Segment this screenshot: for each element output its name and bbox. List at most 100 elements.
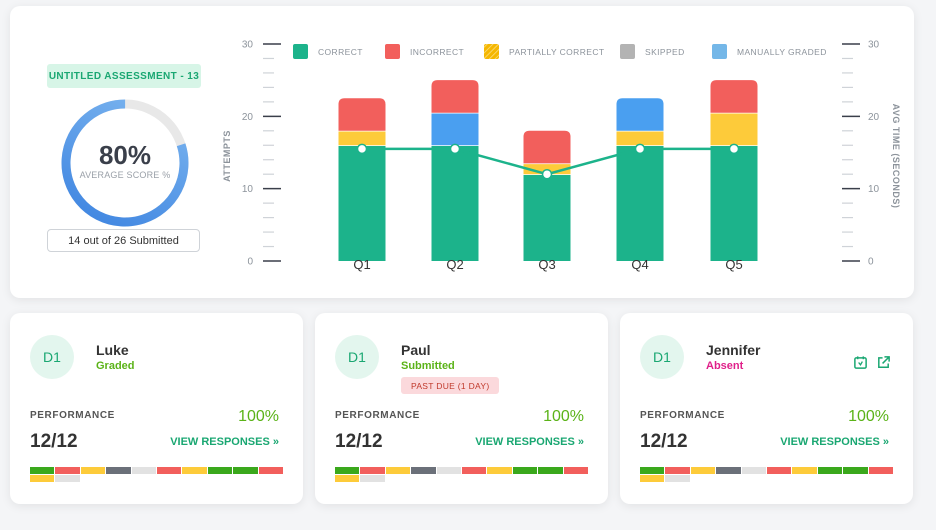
calendar-icon[interactable] (853, 355, 868, 374)
strip-cell (817, 467, 844, 475)
average-score-donut (61, 99, 189, 227)
avatar: D1 (30, 335, 74, 379)
strip-cell (461, 467, 488, 475)
strip-cell (436, 467, 462, 475)
bar-segment (338, 145, 386, 261)
strip-cell (690, 467, 717, 475)
strip-cell (182, 467, 208, 475)
legend-label: MANUALLY GRADED (737, 47, 827, 57)
strip-cell (843, 467, 869, 475)
student-name: Jennifer (706, 342, 761, 358)
x-tick-label: Q3 (538, 257, 555, 272)
performance-label: PERFORMANCE (640, 410, 725, 421)
legend-swatch (293, 44, 308, 59)
bar-segment (710, 80, 758, 113)
strip-cell (487, 467, 513, 475)
avg-time-point (634, 143, 646, 155)
strip-cell (55, 467, 81, 475)
average-score-value: 80% (98, 140, 152, 170)
student-card-luke[interactable]: D1 Luke Graded PERFORMANCE 100% 12/12 VI… (10, 313, 303, 504)
strip-cell (80, 467, 107, 475)
past-due-badge: PAST DUE (1 DAY) (401, 377, 500, 394)
response-strip (640, 467, 894, 483)
performance-score: 12/12 (640, 431, 688, 452)
strip-cell (233, 467, 259, 475)
student-card-jennifer[interactable]: D1 Jennifer Absent PERFORMANCE 100% 12/1… (620, 313, 913, 504)
response-strip (30, 467, 284, 483)
x-tick-label: Q2 (446, 257, 463, 272)
avg-time-point (728, 143, 740, 155)
x-tick-label: Q1 (353, 257, 370, 272)
strip-cell (792, 467, 818, 475)
bar-segment (710, 145, 758, 261)
performance-label: PERFORMANCE (335, 410, 420, 421)
strip-cell (335, 467, 361, 475)
bar-segment (338, 98, 386, 131)
bar-segment (616, 145, 664, 261)
x-tick-label: Q5 (725, 257, 742, 272)
legend-label: INCORRECT (410, 47, 464, 57)
avg-time-point (541, 168, 553, 180)
strip-cell (156, 467, 183, 475)
strip-cell (741, 467, 767, 475)
y-axis-label: ATTEMPTS (222, 130, 232, 182)
performance-percent: 100% (238, 408, 279, 425)
strip-cell (30, 467, 56, 475)
strip-cell (385, 467, 412, 475)
performance-percent: 100% (543, 408, 584, 425)
bar-segment (431, 80, 479, 113)
strip-cell (563, 467, 589, 475)
x-tick-label: Q4 (631, 257, 648, 272)
strip-cell (766, 467, 793, 475)
strip-cell (106, 467, 132, 475)
strip-cell (665, 467, 691, 475)
performance-score: 12/12 (30, 431, 78, 452)
strip-cell (360, 467, 386, 475)
legend-swatch (385, 44, 400, 59)
avg-time-point (449, 143, 461, 155)
bar-segment (710, 112, 758, 146)
strip-cell (640, 475, 666, 483)
legend-swatch (484, 44, 499, 59)
view-responses-link[interactable]: VIEW RESPONSES » (780, 436, 889, 448)
y2-tick-label: 0 (868, 257, 874, 268)
assessment-summary-card: UNTITLED ASSESSMENT - 13 80% AVERAGE SCO… (10, 6, 914, 298)
student-name: Paul (401, 342, 431, 358)
y2-tick-label: 30 (868, 40, 880, 51)
bar-segment (338, 130, 386, 146)
strip-cell (411, 467, 437, 475)
legend-label: PARTIALLY CORRECT (509, 47, 604, 57)
average-score-label: AVERAGE SCORE % (79, 170, 171, 180)
y-tick-label: 30 (242, 40, 254, 51)
card-actions (853, 355, 891, 374)
view-responses-link[interactable]: VIEW RESPONSES » (170, 436, 279, 448)
y2-tick-label: 10 (868, 184, 880, 195)
submitted-count[interactable]: 14 out of 26 Submitted (47, 229, 200, 252)
response-strip (335, 467, 589, 483)
strip-cell (360, 475, 386, 483)
strip-cell (512, 467, 539, 475)
strip-cell (335, 475, 361, 483)
avatar: D1 (640, 335, 684, 379)
y2-tick-label: 20 (868, 112, 880, 123)
performance-percent: 100% (848, 408, 889, 425)
y-tick-label: 20 (242, 112, 254, 123)
strip-cell (665, 475, 691, 483)
attempts-chart: 0 10 20 30 0 10 20 30 ATTEMPTS AVG TIME (SECONDS)… (222, 40, 901, 273)
bar-segment (616, 98, 664, 131)
strip-cell (538, 467, 564, 475)
student-status: Graded (96, 360, 135, 372)
legend-swatch (712, 44, 727, 59)
student-card-paul[interactable]: D1 Paul Submitted PAST DUE (1 DAY) PERFO… (315, 313, 608, 504)
legend-label: CORRECT (318, 47, 363, 57)
legend-label: SKIPPED (645, 47, 685, 57)
strip-cell (55, 475, 81, 483)
external-link-icon[interactable] (876, 355, 891, 374)
strip-cell (207, 467, 234, 475)
view-responses-link[interactable]: VIEW RESPONSES » (475, 436, 584, 448)
student-status: Absent (706, 360, 744, 372)
bar-segment (523, 174, 571, 261)
y-tick-label: 0 (247, 257, 253, 268)
performance-score: 12/12 (335, 431, 383, 452)
avatar: D1 (335, 335, 379, 379)
